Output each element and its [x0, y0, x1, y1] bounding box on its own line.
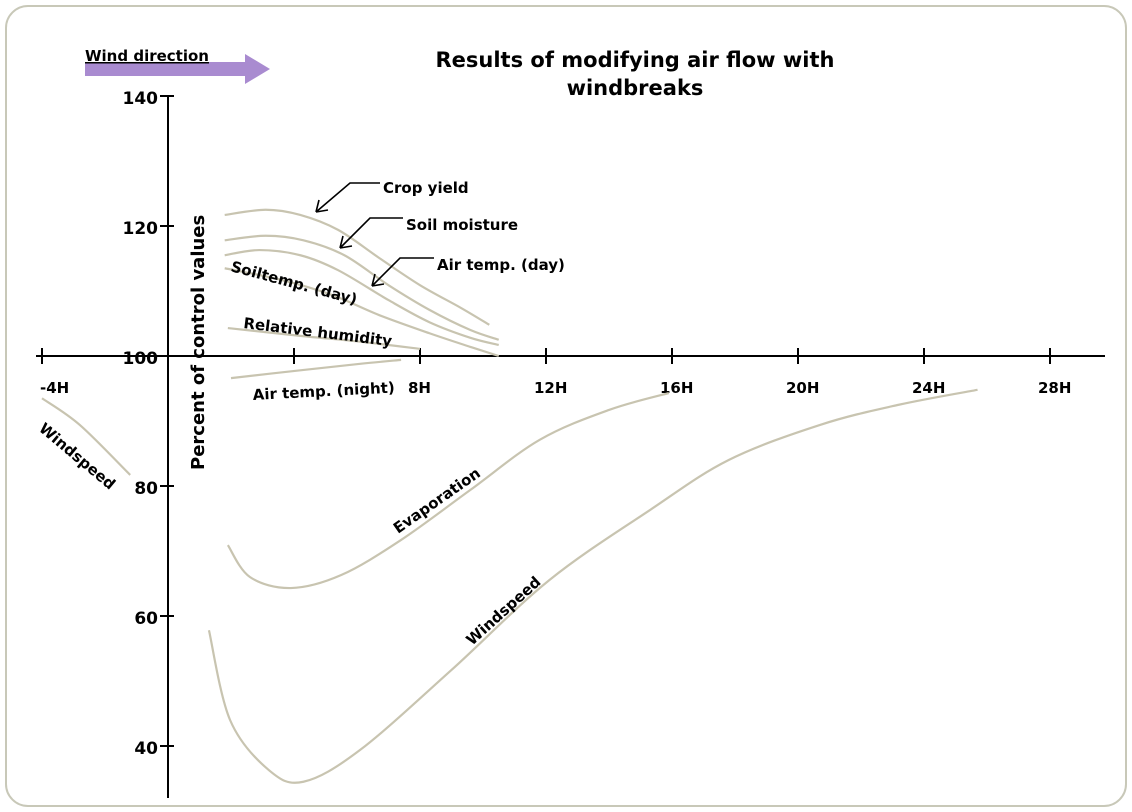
- series-line: [230, 358, 402, 380]
- y-tick-label: 60: [134, 609, 158, 629]
- series-line: [207, 388, 978, 784]
- series-label: Crop yield: [383, 179, 469, 197]
- annotation: Wind direction: [85, 47, 209, 65]
- x-tick-label: 28H: [1038, 379, 1071, 397]
- series-line: [224, 267, 500, 358]
- x-tick-label: 12H: [534, 379, 567, 397]
- x-tick-label: -4H: [40, 379, 69, 397]
- wind-arrow: [85, 54, 270, 84]
- label-arrow: [339, 217, 403, 249]
- frame: [5, 5, 1127, 807]
- series-line: [224, 248, 500, 347]
- y-tick-label: 140: [123, 89, 159, 109]
- series-line: [224, 234, 500, 341]
- series-label: Air temp. (day): [437, 256, 565, 274]
- y-tick-label: 80: [134, 479, 158, 499]
- series-line: [224, 208, 490, 326]
- y-tick-label: 40: [134, 739, 158, 759]
- y-axis-label: Percent of control values: [188, 215, 209, 470]
- x-tick-label: 20H: [786, 379, 819, 397]
- series-line: [227, 326, 421, 350]
- series-label: Soil moisture: [406, 216, 518, 234]
- x-tick-label: 8H: [408, 379, 431, 397]
- y-tick-label: 120: [123, 219, 159, 239]
- label-arrow: [315, 182, 380, 213]
- chart-title: Results of modifying air flow with windb…: [435, 48, 835, 100]
- series-line: [41, 397, 131, 476]
- series-line: [226, 391, 670, 590]
- x-tick-label: 24H: [912, 379, 945, 397]
- y-tick-label: 100: [123, 349, 159, 369]
- label-arrow: [371, 257, 434, 287]
